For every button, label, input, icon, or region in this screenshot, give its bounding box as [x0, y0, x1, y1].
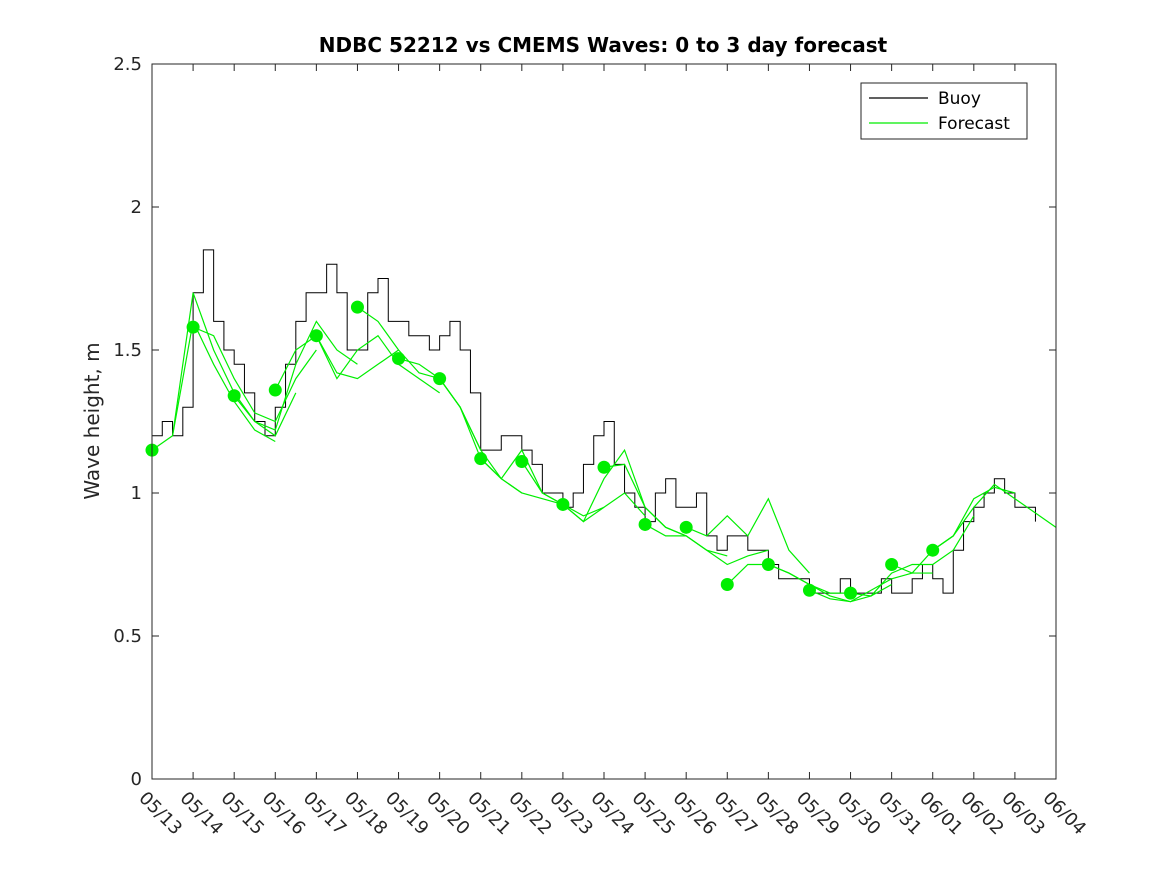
forecast-marker: [844, 586, 858, 600]
forecast-marker: [350, 300, 364, 314]
forecast-run-line: [850, 515, 975, 597]
buoy-series-line: [152, 249, 1036, 594]
forecast-marker: [761, 558, 775, 571]
forecast-marker: [885, 558, 899, 571]
forecast-marker: [268, 383, 282, 397]
forecast-marker: [720, 578, 734, 592]
forecast-marker: [515, 455, 529, 469]
forecast-marker: [802, 583, 816, 597]
forecast-marker: [474, 452, 488, 466]
forecast-run-line: [932, 483, 1057, 551]
y-tick-label: 1.5: [113, 340, 142, 361]
forecast-run-line: [233, 320, 358, 431]
forecast-marker: [433, 372, 447, 386]
y-tick-label: 2: [131, 197, 142, 218]
y-tick-label: 1: [131, 483, 142, 504]
forecast-marker: [679, 520, 693, 534]
forecast-marker: [392, 352, 406, 366]
y-tick-label: 2.5: [113, 54, 142, 75]
forecast-marker: [186, 320, 200, 334]
y-tick-label: 0: [131, 769, 142, 790]
forecast-marker: [926, 543, 940, 557]
forecast-marker: [309, 329, 323, 343]
legend-buoy-label: Buoy: [938, 89, 981, 109]
forecast-run-line: [274, 334, 399, 391]
forecast-run-line: [192, 326, 317, 423]
plot-area: [145, 249, 1057, 603]
y-axis: 0 0.5 1 1.5 2 2.5: [113, 54, 1056, 790]
forecast-marker: [597, 460, 611, 474]
legend-box: [860, 82, 1028, 140]
legend-forecast-label: Forecast: [938, 114, 1010, 134]
chart-title: NDBC 52212 vs CMEMS Waves: 0 to 3 day fo…: [319, 33, 888, 57]
forecast-run-line: [315, 334, 440, 394]
forecast-marker: [556, 497, 570, 511]
legend: Buoy Forecast: [860, 82, 1028, 140]
forecast-marker: [227, 389, 241, 403]
y-axis-label: Wave height, m: [80, 342, 104, 499]
forecast-run-line: [644, 523, 769, 566]
forecast-marker: [638, 517, 652, 531]
forecast-run-line: [685, 497, 810, 574]
y-tick-label: 0.5: [113, 626, 142, 647]
